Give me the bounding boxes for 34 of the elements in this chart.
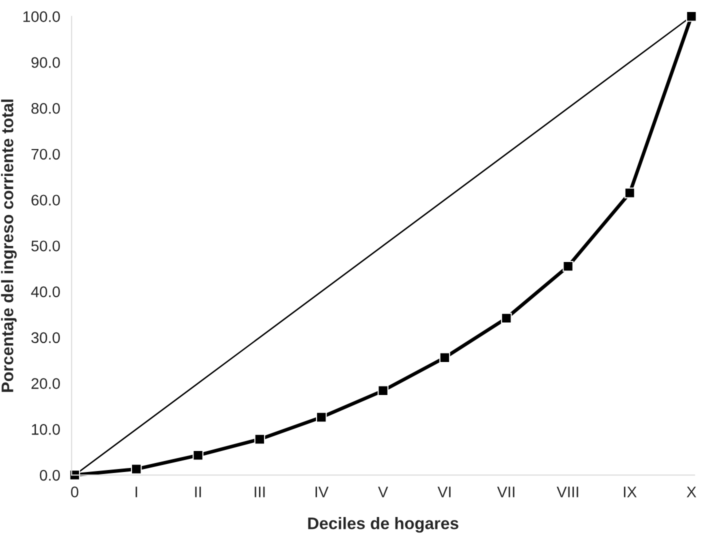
x-tick-label: IX [624,486,637,498]
point [439,352,450,363]
x-tick-label: VIII [556,486,578,498]
point [562,260,574,272]
point [686,11,697,22]
y-tick-label: 20.0 [32,378,60,389]
y-tick-label: 100.0 [23,11,60,22]
point [624,188,636,198]
x-tick-label: 0 [71,486,78,498]
x-axis-title: Deciles de hogares [308,517,458,533]
y-tick-label: 40.0 [31,286,60,298]
x-tick-label: II [195,486,201,498]
x-tick-label: I [136,486,138,498]
x-tick-label: III [254,486,265,498]
point [316,412,327,423]
point [501,312,512,324]
x-tick-label: V [378,486,388,498]
y-tick-label: 80.0 [31,102,60,114]
y-tick-label: 50.0 [31,240,60,252]
y-tick-label: 0.0 [40,470,60,481]
y-axis-title: Porcentaje del ingreso corriente total [1,100,17,392]
y-tick-label: 30.0 [31,332,60,344]
y-tick-label: 70.0 [32,148,60,160]
y-tick-label: 90.0 [31,57,60,68]
point [130,464,142,474]
x-tick-label: VI [438,486,451,498]
y-tick-label: 60.0 [32,194,60,206]
x-tick-label: IV [316,486,329,498]
x-tick-label: VII [497,486,514,498]
y-tick-label: 10.0 [32,424,60,435]
point [254,434,266,445]
point [378,385,388,396]
point [192,450,204,461]
x-tick-label: X [686,486,696,498]
